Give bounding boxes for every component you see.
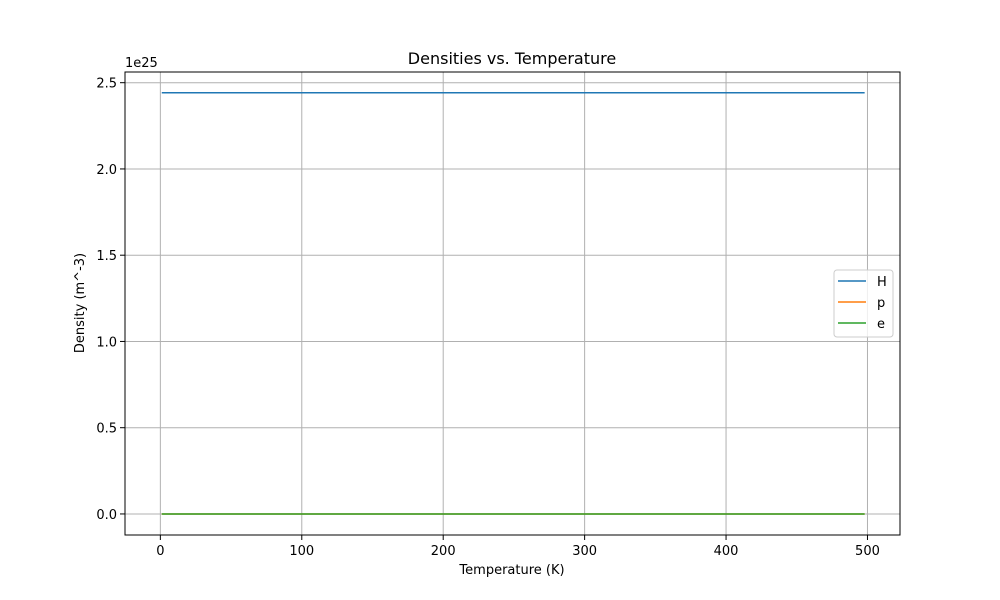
legend-label-p: p [877,296,885,311]
y-tick-label: 2.0 [96,163,117,178]
x-tick-label: 400 [714,544,739,559]
legend-label-e: e [877,317,885,332]
y-axis-label: Density (m^-3) [73,253,88,353]
x-tick-label: 200 [431,544,456,559]
legend: Hpe [833,269,894,338]
y-tick-label: 0.5 [96,422,117,437]
legend-box [833,269,894,338]
x-tick-label: 0 [156,544,164,559]
series-lines [161,91,865,515]
x-tick-label: 500 [855,544,880,559]
y-axis-offset-text: 1e25 [125,56,158,71]
y-tick-label: 2.5 [96,77,117,92]
plot-frame [124,71,901,536]
x-tick-label: 300 [572,544,597,559]
x-axis-label: Temperature (K) [458,563,564,578]
plot-area [125,72,900,535]
legend-label-H: H [877,275,887,290]
x-tick-label: 100 [289,544,314,559]
y-tick-label: 0.0 [96,508,117,523]
chart-title: Densities vs. Temperature [408,49,616,68]
y-axis: 0.0 0.5 1.0 1.5 2.0 2.5 [96,77,125,523]
y-tick-label: 1.5 [96,249,117,264]
x-axis: 0 100 200 300 400 500 [156,535,880,559]
y-tick-label: 1.0 [96,335,117,350]
